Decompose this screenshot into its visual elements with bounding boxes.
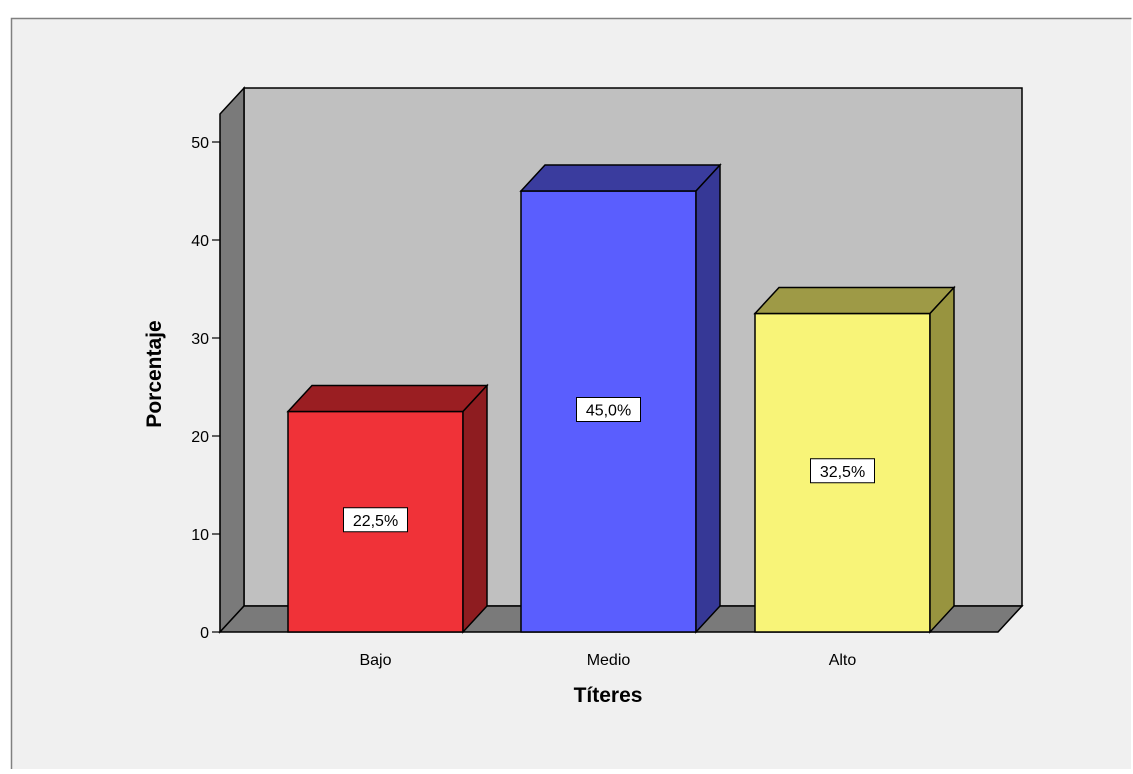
- data-label-box: [576, 397, 641, 422]
- x-tick-label: Alto: [829, 652, 857, 669]
- bar-top: [286, 384, 489, 413]
- data-label: 22,5%: [343, 507, 408, 533]
- y-tick-label: 0: [200, 625, 209, 642]
- data-label-box: [343, 507, 408, 533]
- x-tick-labels: Bajo Medio Alto: [359, 652, 856, 669]
- y-tick-label: 20: [191, 429, 209, 446]
- x-tick-label: Medio: [587, 652, 631, 669]
- data-label: 32,5%: [810, 458, 875, 484]
- data-label-text: 22,5%: [353, 513, 398, 530]
- bar-top: [519, 164, 722, 192]
- bar-side: [929, 285, 955, 634]
- data-label-text: 45,0%: [586, 403, 631, 420]
- data-label-box: [810, 458, 875, 484]
- x-tick-label: Bajo: [359, 652, 391, 669]
- bar-top: [753, 286, 956, 315]
- y-tick-label: 10: [191, 527, 209, 544]
- x-axis-title: Títeres: [574, 684, 643, 707]
- data-labels: 22,5% 45,0% 32,5%: [343, 397, 875, 533]
- bar-side: [695, 163, 721, 634]
- y-tick-label: 30: [191, 331, 209, 348]
- y-axis: 0 10 20 30 40 50: [191, 135, 221, 642]
- bar: [753, 285, 956, 634]
- side-wall: [219, 86, 245, 634]
- data-label-text: 32,5%: [820, 464, 865, 481]
- y-tick-label: 40: [191, 233, 209, 250]
- y-tick-label: 50: [191, 135, 209, 152]
- bar-side: [462, 383, 488, 634]
- chart-border: [10, 17, 1132, 769]
- data-label: 45,0%: [576, 397, 641, 422]
- y-axis-title: Porcentaje: [143, 320, 166, 427]
